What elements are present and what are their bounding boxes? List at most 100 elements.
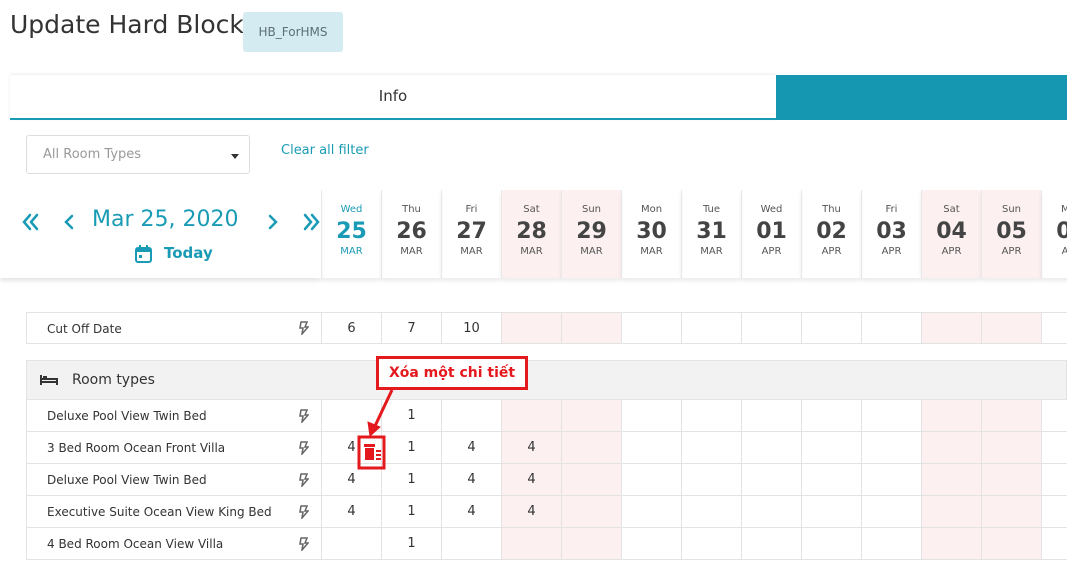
cell[interactable] (981, 496, 1041, 528)
day-header[interactable]: Fri 27 MAR (441, 190, 501, 278)
cell[interactable]: 4 (501, 496, 561, 528)
cell[interactable] (561, 464, 621, 496)
cell[interactable] (1041, 464, 1067, 496)
cell[interactable] (561, 312, 621, 344)
cell[interactable] (801, 312, 861, 344)
cell[interactable]: 4 (501, 464, 561, 496)
quick-fill-icon[interactable] (299, 321, 309, 335)
tab[interactable]: Info (10, 75, 776, 120)
cell[interactable]: 4 (441, 496, 501, 528)
cell[interactable] (801, 464, 861, 496)
cell[interactable] (1041, 400, 1067, 432)
day-header[interactable]: Sun 05 APR (981, 190, 1041, 278)
cell[interactable]: 4 (321, 496, 381, 528)
cell[interactable] (321, 400, 381, 432)
cell[interactable] (321, 528, 381, 560)
prev-button[interactable] (64, 214, 74, 230)
cell[interactable] (861, 464, 921, 496)
cell[interactable]: 1 (381, 528, 441, 560)
day-header[interactable]: Sat 04 APR (921, 190, 981, 278)
cell[interactable] (621, 312, 681, 344)
cell[interactable] (741, 496, 801, 528)
cell[interactable]: 4 (441, 464, 501, 496)
cell[interactable] (681, 312, 741, 344)
cell[interactable] (681, 432, 741, 464)
cell[interactable] (501, 312, 561, 344)
day-header[interactable]: Tue 31 MAR (681, 190, 741, 278)
quick-fill-icon[interactable] (299, 537, 309, 551)
cell[interactable] (741, 528, 801, 560)
cell[interactable] (981, 400, 1041, 432)
cell[interactable] (441, 528, 501, 560)
cell[interactable] (681, 496, 741, 528)
cell[interactable] (621, 464, 681, 496)
cell[interactable] (921, 312, 981, 344)
last-button[interactable] (303, 213, 320, 231)
tab[interactable] (776, 75, 1067, 120)
day-header[interactable]: Wed 01 APR (741, 190, 801, 278)
cell[interactable]: 6 (321, 312, 381, 344)
day-header[interactable]: Mon 06 APR (1041, 190, 1067, 278)
cell[interactable] (981, 312, 1041, 344)
cell[interactable] (861, 312, 921, 344)
cell[interactable] (681, 528, 741, 560)
cell[interactable] (1041, 528, 1067, 560)
cell[interactable] (921, 496, 981, 528)
cell[interactable] (621, 400, 681, 432)
cell[interactable] (621, 496, 681, 528)
cell[interactable] (741, 432, 801, 464)
room-type-select[interactable]: All Room Types (26, 135, 250, 174)
cell[interactable] (1041, 496, 1067, 528)
cell[interactable] (1041, 432, 1067, 464)
cell[interactable] (501, 528, 561, 560)
cell[interactable] (561, 432, 621, 464)
today-button[interactable]: Today (164, 244, 213, 262)
day-header[interactable]: Wed 25 MAR (321, 190, 381, 278)
cell[interactable] (681, 464, 741, 496)
quick-fill-icon[interactable] (299, 505, 309, 519)
cell[interactable] (981, 464, 1041, 496)
next-button[interactable] (268, 214, 278, 230)
cell[interactable] (981, 528, 1041, 560)
cell[interactable] (441, 400, 501, 432)
cell[interactable] (1041, 312, 1067, 344)
cell[interactable]: 1 (381, 496, 441, 528)
cell[interactable] (741, 312, 801, 344)
cell[interactable]: 7 (381, 312, 441, 344)
cell[interactable] (561, 528, 621, 560)
day-header[interactable]: Fri 03 APR (861, 190, 921, 278)
quick-fill-icon[interactable] (299, 473, 309, 487)
cell[interactable] (501, 400, 561, 432)
cell[interactable] (861, 528, 921, 560)
cell[interactable] (861, 432, 921, 464)
cell[interactable] (981, 432, 1041, 464)
cell[interactable] (921, 432, 981, 464)
cell[interactable] (801, 496, 861, 528)
cell[interactable] (681, 400, 741, 432)
first-button[interactable] (22, 213, 39, 231)
cell[interactable]: 4 (441, 432, 501, 464)
day-header[interactable]: Thu 02 APR (801, 190, 861, 278)
cell[interactable] (801, 528, 861, 560)
cell[interactable]: 4 (501, 432, 561, 464)
cell[interactable] (561, 496, 621, 528)
cell[interactable] (621, 528, 681, 560)
day-header[interactable]: Sun 29 MAR (561, 190, 621, 278)
cell[interactable] (921, 400, 981, 432)
day-header[interactable]: Sat 28 MAR (501, 190, 561, 278)
cell[interactable] (741, 400, 801, 432)
cell[interactable]: 4 (321, 432, 381, 464)
day-header[interactable]: Mon 30 MAR (621, 190, 681, 278)
cell[interactable] (861, 400, 921, 432)
cell[interactable]: 4 (321, 464, 381, 496)
quick-fill-icon[interactable] (299, 409, 309, 423)
cell[interactable]: 10 (441, 312, 501, 344)
cell[interactable]: 1 (381, 464, 441, 496)
cell[interactable]: 1 (381, 400, 441, 432)
cell[interactable] (621, 432, 681, 464)
cell[interactable] (921, 528, 981, 560)
cell[interactable] (801, 400, 861, 432)
day-header[interactable]: Thu 26 MAR (381, 190, 441, 278)
clear-filter-link[interactable]: Clear all filter (281, 143, 369, 158)
cell[interactable] (561, 400, 621, 432)
